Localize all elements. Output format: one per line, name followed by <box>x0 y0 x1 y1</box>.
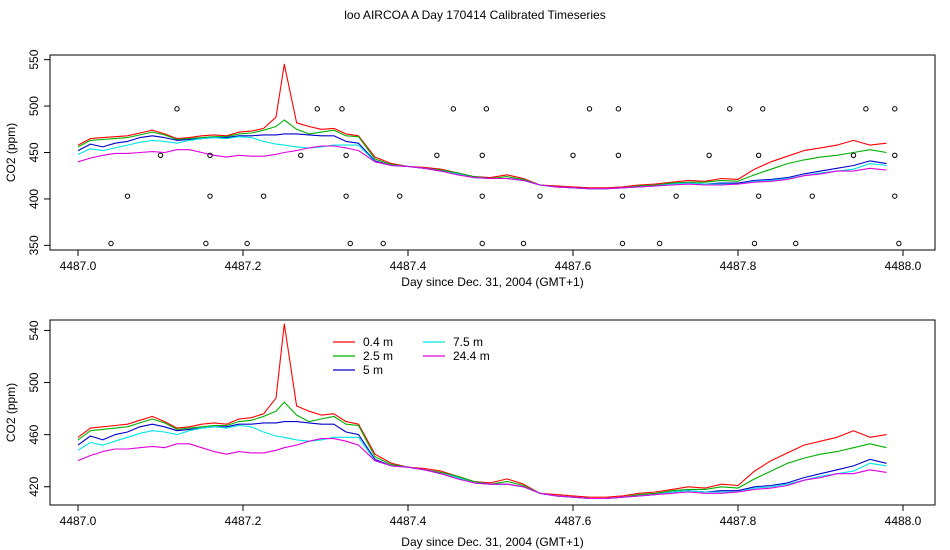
panel1-data-point <box>586 106 593 112</box>
panel1-x-tick-label: 4487.0 <box>60 259 97 273</box>
panel2-series-line-4 <box>77 424 887 500</box>
panel1-data-point <box>479 152 485 158</box>
panel2-legend-label: 0.4 m <box>363 335 393 349</box>
panel1-data-point <box>343 152 349 158</box>
panel2-x-tick-label: 4487.8 <box>720 514 757 528</box>
panel1-y-tick-label: 350 <box>27 235 41 255</box>
panel1-data-point <box>809 193 815 199</box>
panel1-data-point <box>260 193 267 199</box>
panel1-y-tick-label: 500 <box>27 96 41 116</box>
panel1-data-point <box>450 106 457 112</box>
panel1-series-line-1 <box>77 63 887 189</box>
panel1-x-tick-label: 4487.6 <box>555 259 592 273</box>
panel1-data-point <box>397 193 403 199</box>
panel1-series-line-5 <box>77 145 887 190</box>
panel1-data-point <box>615 152 622 158</box>
panel1-data-point <box>203 240 209 247</box>
panel2-x-axis-title: Day since Dec. 31, 2004 (GMT+1) <box>401 535 583 549</box>
panel1-data-point <box>174 106 180 112</box>
panel1-data-point <box>755 152 762 158</box>
panel1-data-point <box>619 193 626 199</box>
panel1-plot-frame <box>49 54 936 251</box>
panel1-y-axis-title: CO2 (ppm) <box>4 123 18 182</box>
panel1-data-point <box>207 152 213 158</box>
panel1-data-point <box>380 240 386 247</box>
panel1-data-point <box>892 106 898 112</box>
panel1-data-point <box>244 240 250 247</box>
panel1-data-point <box>570 152 576 158</box>
panel1-data-point <box>760 106 766 112</box>
panel1-data-point <box>207 193 213 199</box>
panel1-x-tick-label: 4487.4 <box>390 259 427 273</box>
panel1-x-tick-label: 4487.8 <box>720 259 757 273</box>
panel2-y-axis-title: CO2 (ppm) <box>4 383 18 442</box>
panel1-data-point <box>537 193 543 199</box>
panel1-data-point <box>483 106 490 112</box>
panel1-data-point <box>896 240 902 247</box>
panel1-data-point <box>656 240 663 247</box>
panel1-data-point <box>615 106 622 112</box>
panel1-data-point <box>434 152 440 158</box>
panel2-legend-label: 7.5 m <box>453 335 483 349</box>
panel1-y-tick-label: 450 <box>27 142 41 162</box>
panel1-data-point <box>755 193 762 199</box>
panel1-y-tick-label: 550 <box>27 49 41 69</box>
panel2-x-tick-label: 4488.0 <box>885 514 922 528</box>
panel1-data-point <box>124 193 131 199</box>
panel2-series-line-1 <box>77 323 887 498</box>
panel1-data-point <box>751 240 758 247</box>
panel2-plot-frame <box>49 319 936 506</box>
panel2-y-tick-label: 500 <box>27 372 41 392</box>
panel1-data-point <box>108 240 114 247</box>
panel2-x-tick-label: 4487.2 <box>225 514 262 528</box>
panel1-data-point <box>479 193 485 199</box>
panel2-legend-label: 2.5 m <box>363 349 393 363</box>
panel1-data-point <box>793 240 799 247</box>
panel1-data-point <box>314 106 320 112</box>
panel1-data-point <box>339 106 345 112</box>
panel2-series-line-2 <box>77 401 887 500</box>
panel2-y-tick-label: 540 <box>27 320 41 340</box>
panel1-x-tick-label: 4488.0 <box>885 259 922 273</box>
panel1-data-point <box>619 240 626 247</box>
panel2-x-tick-label: 4487.4 <box>390 514 427 528</box>
panel1-data-point <box>479 240 485 247</box>
panel1-data-point <box>347 240 353 247</box>
panel1-data-point <box>892 193 898 199</box>
panel1-data-point <box>892 152 898 158</box>
panel2-legend-label: 5 m <box>363 363 383 377</box>
panel1-x-axis-title: Day since Dec. 31, 2004 (GMT+1) <box>401 275 583 289</box>
panel1-data-point <box>706 152 712 158</box>
panel1-data-point <box>850 152 857 158</box>
panel1-data-point <box>157 152 164 158</box>
panel1-data-point <box>298 152 304 158</box>
panel1-data-point <box>673 193 679 199</box>
panel1-y-tick-label: 400 <box>27 189 41 209</box>
panel1-x-tick-label: 4487.2 <box>225 259 262 273</box>
panel1-data-point <box>863 106 869 112</box>
panel2-y-tick-label: 420 <box>27 476 41 496</box>
panel1-data-point <box>520 240 527 247</box>
panel2-x-tick-label: 4487.6 <box>555 514 592 528</box>
panel1-series-line-4 <box>77 136 887 190</box>
panel2-y-tick-label: 460 <box>27 424 41 444</box>
panel2-series-line-5 <box>77 438 887 500</box>
panel2-x-tick-label: 4487.0 <box>60 514 97 528</box>
panel1-data-point <box>343 193 349 199</box>
panel1-data-point <box>727 106 733 112</box>
panel2-legend-label: 24.4 m <box>453 349 490 363</box>
page-title: loo AIRCOA A Day 170414 Calibrated Times… <box>344 8 606 22</box>
